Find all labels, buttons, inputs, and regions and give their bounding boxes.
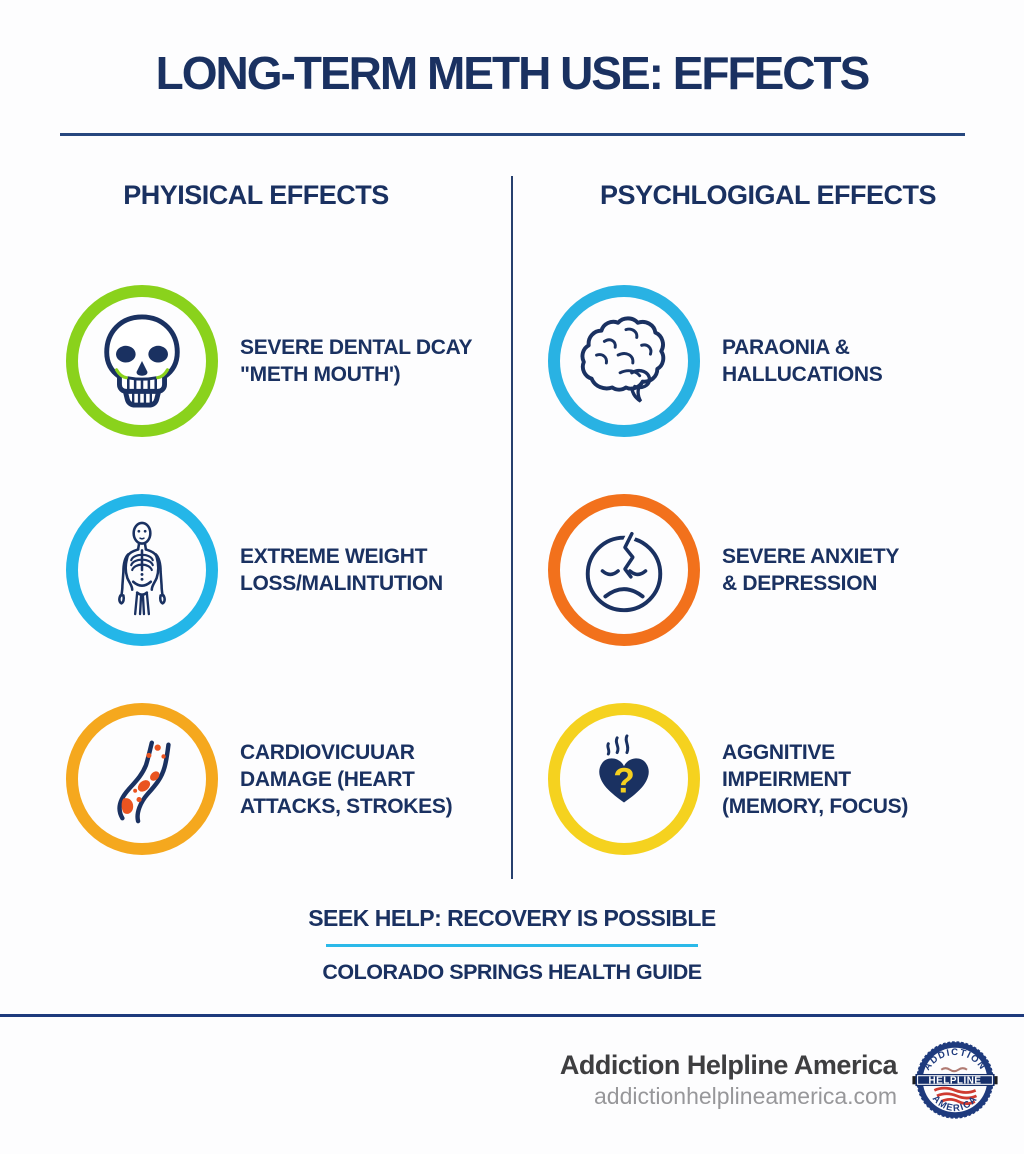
icon-ring — [66, 703, 218, 855]
list-item-anxiety-depression: SEVERE ANXIETY & DEPRESSION — [548, 494, 1024, 646]
seek-help-callout: SEEK HELP: RECOVERY IS POSSIBLE COLORADO… — [0, 905, 1024, 985]
icon-ring: ? — [548, 703, 700, 855]
list-item-label: SEVERE DENTAL DCAY "METH MOUTH') — [240, 336, 473, 386]
title-divider — [59, 133, 965, 136]
svg-text:HELPLINE: HELPLINE — [929, 1075, 982, 1086]
list-item-dental-decay: SEVERE DENTAL DCAY "METH MOUTH') — [66, 285, 512, 437]
list-item-label: SEVERE ANXIETY & DEPRESSION — [722, 545, 900, 595]
icon-ring — [548, 285, 700, 437]
sad-face-icon — [585, 531, 663, 613]
svg-text:?: ? — [613, 762, 635, 801]
list-item-label: PARAONIA & HALLUCATIONS — [722, 336, 883, 386]
list-item-label: CARDIOVICUUAR DAMAGE (HEART ATTACKS, STR… — [240, 740, 453, 818]
column-divider — [511, 176, 513, 879]
effects-comparison: PHYISICAL EFFECTS — [0, 136, 1024, 879]
list-item-cognitive-impairment: ? AGGNITIVE IMPEIRMENT (MEMORY, FOCUS) — [548, 703, 1024, 855]
list-item-weight-loss: EXTREME WEIGHT LOSS/MALINTUTION — [66, 494, 512, 646]
icon-ring — [66, 285, 218, 437]
heart-question-icon: ? — [599, 734, 649, 803]
callout-underline — [326, 944, 698, 947]
footer: Addiction Helpline America addictionhelp… — [0, 1017, 1024, 1143]
footer-divider — [0, 1014, 1024, 1017]
icon-ring — [548, 494, 700, 646]
physical-effects-header: PHYISICAL EFFECTS — [123, 180, 389, 210]
psychological-effects-column: PSYCHLOGIGAL EFFECTS — [512, 136, 1024, 855]
skull-icon — [104, 314, 180, 408]
icon-ring — [66, 494, 218, 646]
list-item-label: EXTREME WEIGHT LOSS/MALINTUTION — [240, 545, 443, 595]
source-guide-text: COLORADO SPRINGS HEALTH GUIDE — [322, 960, 702, 984]
brain-icon — [580, 316, 666, 403]
list-item-paranoia: PARAONIA & HALLUCATIONS — [548, 285, 1024, 437]
helpline-seal-icon: ADDICTION HELPLINE AMERICA — [912, 1037, 998, 1123]
artery-icon — [117, 740, 171, 824]
psychological-effects-header: PSYCHLOGIGAL EFFECTS — [599, 180, 937, 210]
physical-effects-column: PHYISICAL EFFECTS — [0, 136, 512, 855]
brand-badge-logo: ADDICTION HELPLINE AMERICA — [912, 1037, 998, 1123]
list-item-cardiovascular: CARDIOVICUUAR DAMAGE (HEART ATTACKS, STR… — [66, 703, 512, 855]
brand-website: addictionhelplineamerica.com — [594, 1083, 897, 1109]
list-item-label: AGGNITIVE IMPEIRMENT (MEMORY, FOCUS) — [722, 740, 909, 818]
brand-name: Addiction Helpline America — [559, 1050, 898, 1080]
skeleton-icon — [118, 521, 166, 616]
page-title: LONG-TERM METH USE: EFFECTS — [155, 47, 871, 99]
seek-help-text: SEEK HELP: RECOVERY IS POSSIBLE — [308, 905, 716, 931]
